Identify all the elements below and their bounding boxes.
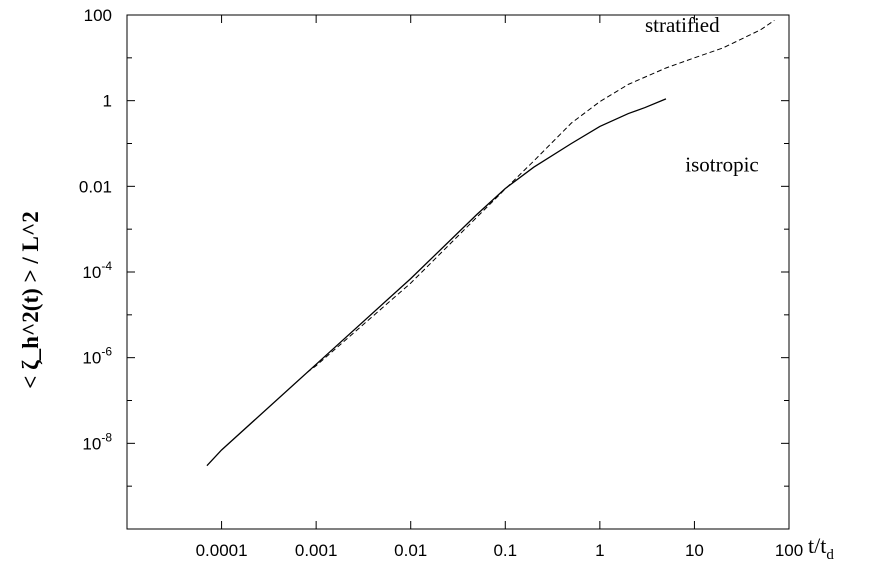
x-tick-label: 10 xyxy=(685,541,704,560)
x-axis-label-subscript: d xyxy=(826,547,834,563)
x-tick-label: 1 xyxy=(595,541,604,560)
y-tick-label-base: 1 xyxy=(103,92,112,111)
x-tick-label: 0.1 xyxy=(493,541,517,560)
x-axis: 0.0001 0.001 0.01 0.1 1 10 100 xyxy=(196,15,803,560)
series-line-isotropic xyxy=(206,98,667,467)
y-tick-label: 10-8 xyxy=(82,430,112,453)
y-tick-label: 10-4 xyxy=(82,259,112,282)
x-axis-label: t/td xyxy=(808,533,834,563)
x-tick-label: 0.01 xyxy=(394,541,427,560)
y-tick-label-base: 0.01 xyxy=(79,177,112,196)
plot-frame xyxy=(126,14,790,530)
x-tick-label: 0.001 xyxy=(295,541,338,560)
y-axis-label: < ζ_h^2(t) > / L^2 xyxy=(18,211,43,388)
y-tick-label-base: 10 xyxy=(82,434,101,453)
series-layer xyxy=(206,19,775,467)
y-tick-label-exponent: -6 xyxy=(101,345,112,359)
x-tick-label: 0.0001 xyxy=(196,541,248,560)
y-tick-label: 0.01 xyxy=(79,177,112,196)
y-tick-label-base: 10 xyxy=(82,263,101,282)
y-tick-label-exponent: -4 xyxy=(101,259,112,273)
x-tick-label: 100 xyxy=(775,541,803,560)
y-tick-label-base: 10 xyxy=(82,349,101,368)
annotation-stratified: stratified xyxy=(645,13,720,37)
annotation-isotropic: isotropic xyxy=(685,153,759,177)
y-tick-label: 100 xyxy=(84,6,112,25)
y-tick-label-base: 100 xyxy=(84,6,112,25)
y-tick-label-exponent: -8 xyxy=(101,430,112,444)
y-tick-label: 10-6 xyxy=(82,345,112,368)
series-line-stratified xyxy=(306,19,775,373)
x-axis-label-main: t/t xyxy=(808,533,826,558)
y-tick-label: 1 xyxy=(103,92,112,111)
